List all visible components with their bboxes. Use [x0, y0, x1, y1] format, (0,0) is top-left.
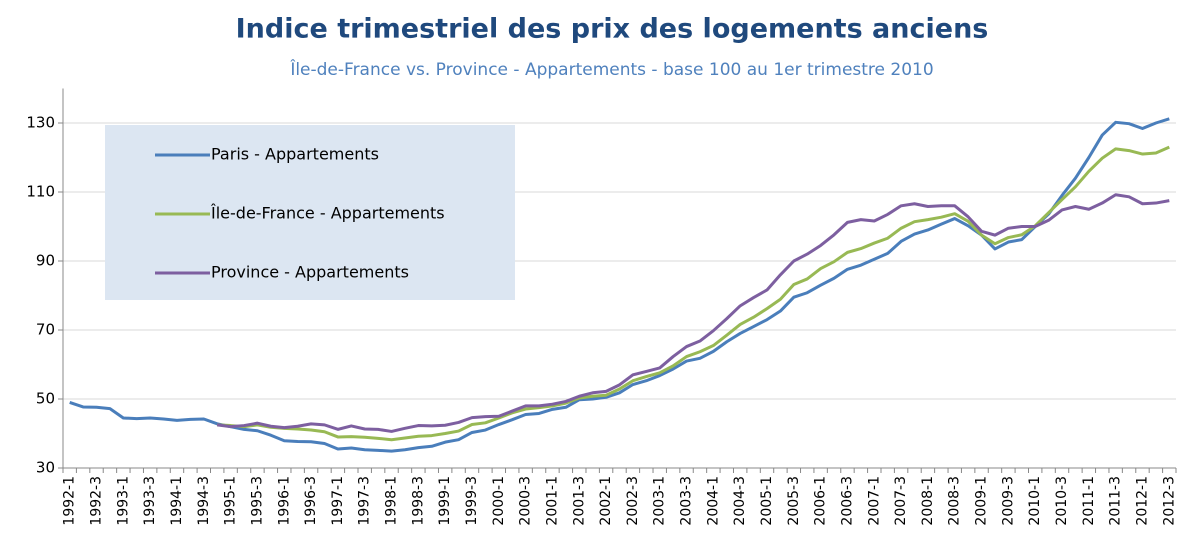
- x-tick-label: 2005-3: [786, 476, 802, 526]
- x-tick-label: 2004-3: [732, 476, 748, 526]
- y-tick-label: 110: [26, 183, 55, 201]
- y-tick-label: 70: [36, 321, 55, 339]
- x-tick-label: 2000-3: [518, 476, 534, 526]
- x-tick-label: 2009-3: [1000, 476, 1016, 526]
- x-tick-label: 1994-1: [169, 476, 185, 526]
- x-tick-label: 2006-1: [813, 476, 829, 526]
- x-tick-label: 2004-1: [705, 476, 721, 526]
- x-tick-label: 1995-3: [249, 476, 265, 526]
- x-tick-label: 2003-3: [679, 476, 695, 526]
- x-tick-label: 1998-3: [410, 476, 426, 526]
- x-tick-label: 2002-3: [625, 476, 641, 526]
- chart-subtitle: Île-de-France vs. Province - Appartement…: [289, 58, 933, 80]
- x-tick-label: 1993-1: [115, 476, 131, 526]
- x-tick-label: 2011-3: [1108, 476, 1124, 526]
- x-tick-label: 1999-3: [464, 476, 480, 526]
- x-tick-label: 2012-1: [1134, 476, 1150, 526]
- x-tick-label: 2010-3: [1054, 476, 1070, 526]
- x-tick-label: 1998-1: [384, 476, 400, 526]
- x-tick-label: 2000-1: [491, 476, 507, 526]
- x-tick-label: 2007-1: [866, 476, 882, 526]
- series-line: [217, 145, 1170, 442]
- x-tick-label: 1999-1: [437, 476, 453, 526]
- x-tick-label: 1992-3: [89, 476, 105, 526]
- y-tick-label: 50: [36, 390, 55, 408]
- x-tick-label: 1996-1: [276, 476, 292, 526]
- x-tick-label: 2003-1: [652, 476, 668, 526]
- x-tick-label: 2011-1: [1081, 476, 1097, 526]
- legend-label: Île-de-France - Appartements: [210, 204, 445, 223]
- x-tick-label: 1993-3: [142, 476, 158, 526]
- x-tick-label: 1994-3: [196, 476, 212, 526]
- y-tick-label: 30: [36, 459, 55, 477]
- x-tick-label: 2009-1: [974, 476, 990, 526]
- x-tick-label: 2001-1: [544, 476, 560, 526]
- x-tick-label: 2001-3: [571, 476, 587, 526]
- y-tick-label: 90: [36, 252, 55, 270]
- y-tick-label: 130: [26, 114, 55, 132]
- x-tick-label: 2005-1: [759, 476, 775, 526]
- x-tick-label: 1997-3: [357, 476, 373, 526]
- x-tick-label: 2007-3: [893, 476, 909, 526]
- legend-label: Paris - Appartements: [211, 145, 379, 164]
- x-tick-label: 2010-1: [1027, 476, 1043, 526]
- legend-label: Province - Appartements: [211, 263, 409, 282]
- x-tick-label: 2008-3: [947, 476, 963, 526]
- x-tick-label: 2006-3: [839, 476, 855, 526]
- x-tick-label: 1992-1: [62, 476, 78, 526]
- x-tick-label: 1996-3: [303, 476, 319, 526]
- series-line: [217, 193, 1170, 433]
- x-tick-label: 1995-1: [223, 476, 239, 526]
- chart-title: Indice trimestriel des prix des logement…: [236, 14, 989, 45]
- x-tick-label: 2012-3: [1161, 476, 1177, 526]
- x-tick-label: 1997-1: [330, 476, 346, 526]
- x-tick-label: 2002-1: [598, 476, 614, 526]
- x-tick-label: 2008-1: [920, 476, 936, 526]
